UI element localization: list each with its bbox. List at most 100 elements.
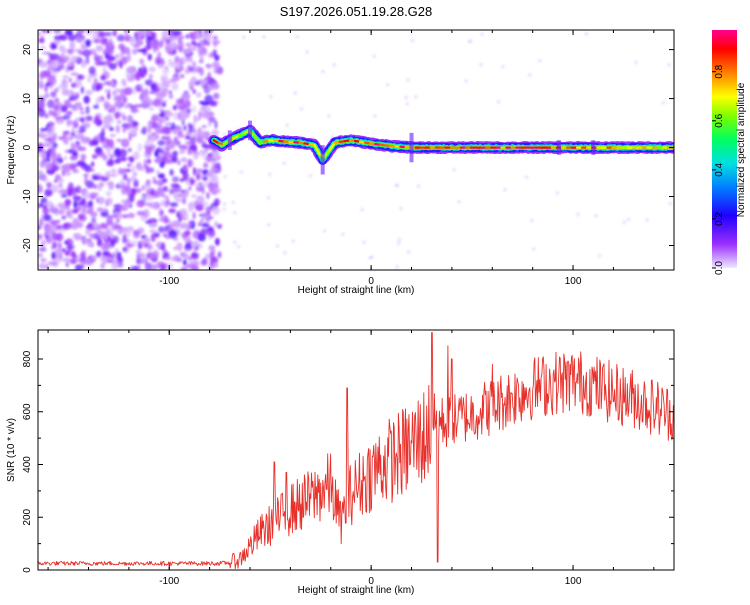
noise-speckle xyxy=(171,61,176,68)
noise-speckle xyxy=(152,220,158,223)
noise-speckle xyxy=(152,32,157,39)
noise-speckle xyxy=(242,36,245,39)
noise-speckle xyxy=(84,138,92,143)
spectrogram-plot-area xyxy=(34,27,678,273)
noise-speckle xyxy=(125,244,130,250)
noise-speckle xyxy=(120,185,125,189)
noise-speckle xyxy=(67,111,73,115)
noise-speckle xyxy=(139,166,145,171)
noise-speckle xyxy=(361,208,364,211)
noise-speckle xyxy=(106,197,113,205)
noise-speckle xyxy=(78,51,85,55)
noise-speckle xyxy=(152,122,158,129)
noise-speckle xyxy=(202,223,210,228)
noise-speckle xyxy=(110,107,115,113)
noise-speckle xyxy=(138,69,143,76)
noise-speckle xyxy=(205,64,212,68)
noise-speckle xyxy=(70,259,77,264)
noise-speckle xyxy=(195,81,200,85)
noise-speckle xyxy=(107,92,110,100)
noise-speckle xyxy=(190,182,194,185)
noise-speckle xyxy=(166,256,170,261)
noise-speckle xyxy=(141,196,146,200)
colorbar-label: Normalized spectral amplitude xyxy=(736,82,747,217)
noise-speckle xyxy=(36,253,43,257)
noise-speckle xyxy=(598,254,601,257)
noise-speckle xyxy=(215,199,221,204)
noise-speckle xyxy=(64,100,71,109)
noise-speckle xyxy=(66,262,69,267)
noise-speckle xyxy=(49,62,58,70)
noise-speckle xyxy=(45,178,49,185)
noise-speckle xyxy=(58,182,63,188)
noise-speckle xyxy=(68,50,74,55)
noise-speckle xyxy=(175,198,183,202)
noise-speckle xyxy=(207,231,213,236)
noise-speckle xyxy=(81,60,87,68)
noise-speckle xyxy=(148,54,152,61)
noise-speckle xyxy=(52,242,58,247)
noise-speckle xyxy=(62,170,65,176)
noise-speckle xyxy=(189,186,192,191)
noise-speckle xyxy=(123,173,128,180)
noise-speckle xyxy=(208,245,215,251)
noise-speckle xyxy=(215,238,220,246)
noise-speckle xyxy=(87,75,91,83)
noise-speckle xyxy=(40,134,48,137)
noise-speckle xyxy=(56,225,63,230)
noise-speckle xyxy=(54,35,62,40)
noise-speckle xyxy=(196,169,204,173)
noise-speckle xyxy=(56,119,65,125)
noise-speckle xyxy=(170,183,179,188)
colorbar-tick-label: 0.8 xyxy=(714,64,725,78)
noise-speckle xyxy=(177,61,181,69)
noise-speckle xyxy=(205,157,213,160)
noise-speckle xyxy=(61,194,68,197)
colorbar-tick-label: 0.6 xyxy=(714,113,725,127)
noise-speckle xyxy=(92,154,98,159)
noise-speckle xyxy=(162,87,170,95)
noise-speckle xyxy=(168,208,176,213)
noise-speckle xyxy=(54,180,57,183)
noise-speckle xyxy=(188,55,192,63)
noise-speckle xyxy=(96,45,104,51)
noise-speckle xyxy=(202,212,207,220)
noise-speckle xyxy=(141,258,145,263)
y-tick-label: 600 xyxy=(22,403,33,420)
noise-speckle xyxy=(107,139,114,148)
noise-speckle xyxy=(188,67,194,72)
noise-speckle xyxy=(132,49,137,55)
noise-speckle xyxy=(114,101,122,107)
spectrogram-ylabel: Frequency (Hz) xyxy=(6,116,17,185)
noise-speckle xyxy=(60,190,64,194)
noise-speckle xyxy=(188,47,193,50)
noise-speckle xyxy=(121,47,130,54)
noise-speckle xyxy=(74,79,82,88)
noise-speckle xyxy=(65,251,70,256)
noise-speckle xyxy=(292,240,295,243)
noise-speckle xyxy=(103,116,110,125)
noise-speckle xyxy=(50,91,56,97)
noise-speckle xyxy=(162,77,167,84)
noise-speckle xyxy=(124,87,133,95)
noise-speckle xyxy=(80,207,84,214)
noise-speckle xyxy=(646,219,649,222)
noise-speckle xyxy=(267,223,270,226)
noise-speckle xyxy=(189,86,193,90)
noise-speckle xyxy=(585,32,588,35)
noise-speckle xyxy=(74,200,77,209)
noise-speckle xyxy=(397,242,400,245)
noise-speckle xyxy=(127,148,132,152)
noise-speckle xyxy=(40,46,47,49)
noise-speckle xyxy=(479,63,482,66)
noise-speckle xyxy=(158,140,166,146)
noise-speckle xyxy=(115,226,123,229)
noise-speckle xyxy=(111,33,114,36)
noise-speckle xyxy=(125,73,130,77)
noise-speckle xyxy=(116,219,120,223)
noise-speckle xyxy=(168,230,177,239)
noise-speckle xyxy=(161,102,166,108)
noise-speckle xyxy=(89,234,95,238)
